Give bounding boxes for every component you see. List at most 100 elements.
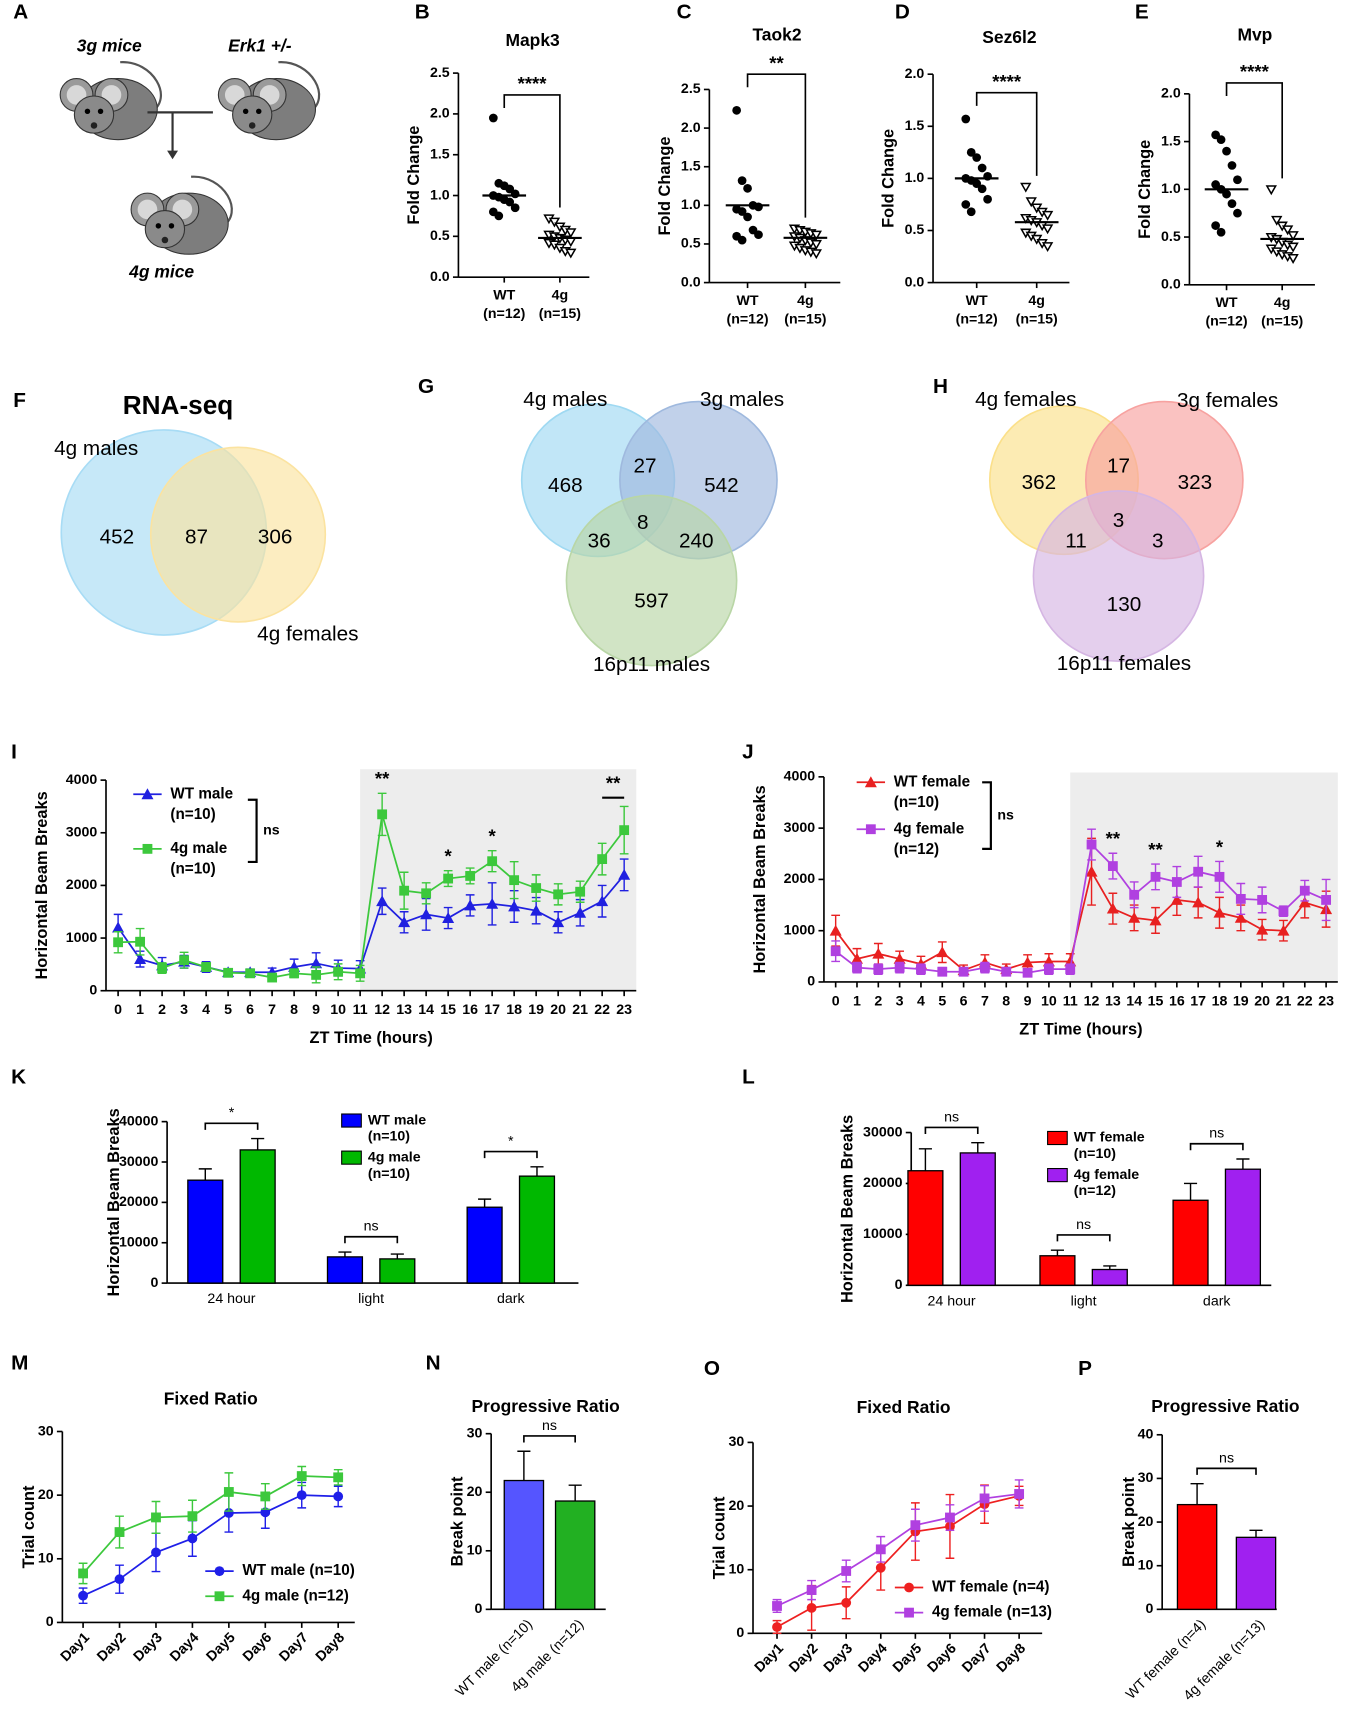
x-tick-note: (n=15) (1016, 311, 1058, 327)
marker (510, 189, 520, 199)
y-axis-label: Break point (1120, 1477, 1138, 1568)
marker (574, 906, 587, 918)
marker (852, 962, 862, 973)
marker (841, 1597, 852, 1608)
marker (488, 113, 498, 123)
marker (1193, 866, 1204, 877)
x-tick-label: 11 (353, 1002, 368, 1018)
x-tick-label: 2 (874, 993, 882, 1009)
marker (910, 1520, 921, 1531)
mouse-head (73, 95, 115, 134)
comparison: * (508, 1134, 514, 1150)
venn-count: 306 (258, 525, 293, 548)
panel-label: F (13, 389, 26, 412)
y-tick-label: 30000 (119, 1154, 159, 1170)
legend-label: WT male (368, 1112, 426, 1128)
marker (732, 105, 742, 115)
legend-note: (n=10) (368, 1166, 410, 1182)
venn-set-label: 16p11 males (593, 653, 710, 676)
marker (505, 197, 515, 207)
mouse-head (144, 210, 186, 249)
chart-title: Sez6l2 (982, 27, 1036, 47)
x-tick-label: 1 (136, 1002, 144, 1018)
bar (1235, 1536, 1277, 1611)
marker (958, 966, 969, 977)
y-tick-label: 20 (729, 1498, 745, 1514)
comparison-bracket (1196, 1467, 1257, 1475)
marker (296, 1471, 307, 1481)
panel-label: K (11, 1065, 26, 1088)
marker (179, 955, 190, 966)
marker (486, 897, 499, 909)
annotation: ** (1106, 828, 1121, 849)
marker (977, 163, 987, 173)
marker (961, 200, 971, 209)
x-tick-label: 17 (484, 1002, 500, 1018)
x-tick-label: 21 (572, 1002, 588, 1018)
error-bar (1183, 1182, 1198, 1201)
x-tick-note: (n=12) (956, 311, 998, 327)
chart-title: Progressive Ratio (1151, 1396, 1299, 1416)
bar (554, 1500, 596, 1611)
error-bar (1103, 1265, 1117, 1270)
error-bar (568, 1484, 582, 1502)
y-axis-label: Fold Change (1136, 140, 1154, 239)
marker (806, 1602, 817, 1613)
marker (737, 235, 747, 245)
marker (201, 962, 212, 972)
marker (509, 875, 520, 886)
marker (565, 228, 577, 239)
marker (1014, 1489, 1025, 1499)
marker (151, 1547, 161, 1558)
marker (134, 953, 147, 965)
marker (1271, 215, 1283, 226)
annotation: * (489, 825, 497, 846)
marker (936, 946, 949, 958)
venn-count: 11 (1065, 530, 1087, 553)
marker (904, 1607, 914, 1618)
y-tick-label: 10000 (119, 1234, 159, 1250)
venn-circle (565, 494, 738, 667)
marker (945, 1512, 955, 1523)
y-tick-label: 2.0 (681, 120, 701, 136)
y-tick-label: 1000 (66, 930, 98, 946)
series-line (776, 1493, 1020, 1607)
venn-count: 3 (1113, 509, 1125, 532)
x-tick-label: 4g (1274, 295, 1291, 311)
comparison-bracket (204, 1122, 259, 1130)
x-axis-label: ZT Time (hours) (309, 1029, 432, 1047)
venn-count: 597 (634, 590, 669, 613)
marker (267, 972, 278, 983)
marker (1022, 967, 1033, 978)
significance: ** (769, 52, 784, 73)
series-line (82, 1494, 339, 1597)
y-tick-label: 40000 (119, 1113, 159, 1129)
y-tick-label: 2.0 (905, 66, 925, 82)
marker (1021, 956, 1034, 968)
comparison: ns (542, 1418, 557, 1434)
y-axis-label: Horizontal Beam Breaks (838, 1115, 856, 1303)
marker (113, 937, 124, 948)
x-tick-note: (n=12) (483, 306, 525, 322)
marker (980, 962, 990, 973)
y-tick-label: 2000 (66, 877, 98, 893)
panel-label: A (13, 1, 28, 24)
venn-count: 468 (548, 474, 583, 497)
y-tick-label: 1.0 (681, 197, 701, 213)
y-tick-label: 30 (729, 1434, 745, 1450)
marker (810, 249, 822, 260)
venn-title: RNA-seq (123, 390, 234, 420)
legend-label: 4g male (368, 1149, 421, 1165)
marker (904, 1582, 914, 1593)
y-tick-label: 0.5 (1161, 229, 1181, 245)
error-bar (1236, 1158, 1250, 1170)
marker (494, 211, 504, 221)
marker (864, 776, 877, 788)
bar (466, 1206, 503, 1284)
dark-phase (1070, 772, 1338, 982)
x-tick-label: 22 (594, 1002, 610, 1018)
x-tick-label: 15 (440, 1002, 456, 1018)
y-tick-label: 0 (89, 982, 97, 998)
series-line (82, 1475, 339, 1575)
